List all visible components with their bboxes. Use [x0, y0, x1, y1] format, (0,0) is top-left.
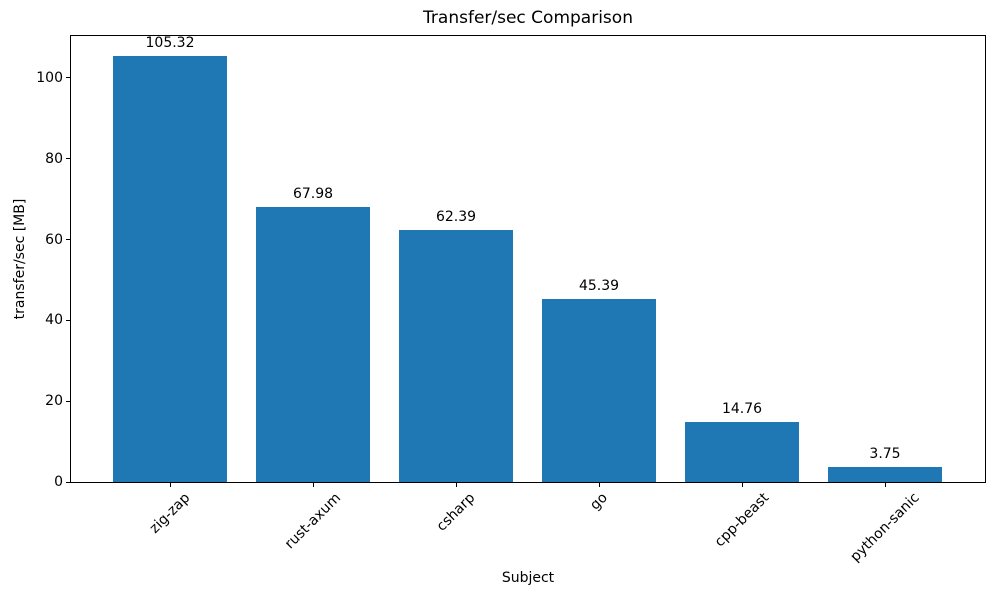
- x-tick-mark: [456, 483, 457, 487]
- x-tick-mark: [599, 483, 600, 487]
- y-tick-mark: [66, 319, 70, 321]
- y-tick-label: 100: [36, 69, 63, 86]
- bar-value-label: 3.75: [869, 445, 901, 462]
- bar: [828, 466, 942, 482]
- chart-title: Transfer/sec Comparison: [423, 8, 633, 28]
- bar: [542, 298, 656, 482]
- y-tick-mark: [66, 158, 70, 160]
- y-tick-mark: [66, 77, 70, 79]
- y-axis-label: transfer/sec [MB]: [12, 198, 28, 320]
- y-tick-mark: [66, 481, 70, 483]
- y-tick-label: 60: [45, 231, 63, 248]
- x-tick-mark: [313, 483, 314, 487]
- bar-value-label: 67.98: [292, 186, 334, 203]
- bar-value-label: 45.39: [578, 277, 620, 294]
- x-tick-mark: [742, 483, 743, 487]
- x-tick-label-text: go: [587, 489, 611, 514]
- x-tick-mark: [170, 483, 171, 487]
- y-tick-mark: [66, 239, 70, 240]
- y-tick-label: 0: [54, 474, 63, 490]
- x-tick-label-text: rust-axum: [281, 490, 345, 553]
- bar-value-label: 105.32: [145, 35, 195, 52]
- y-tick-mark: [66, 400, 70, 402]
- y-tick-label: 20: [45, 393, 63, 410]
- x-tick-label-text: csharp: [433, 489, 479, 535]
- y-tick-label: 80: [45, 150, 63, 167]
- x-tick-label-text: zig-zap: [146, 489, 194, 537]
- x-tick-label-text: python-sanic: [847, 489, 923, 566]
- bar: [113, 56, 227, 482]
- x-tick-mark: [885, 483, 886, 487]
- bar-value-label: 62.39: [435, 208, 477, 225]
- x-axis-label: Subject: [501, 570, 555, 586]
- x-tick-label-text: cpp-beast: [711, 489, 773, 551]
- bar: [399, 229, 513, 482]
- bar: [256, 207, 370, 482]
- bar: [685, 422, 799, 482]
- bar-value-label: 14.76: [721, 401, 763, 418]
- y-tick-label: 40: [45, 312, 63, 329]
